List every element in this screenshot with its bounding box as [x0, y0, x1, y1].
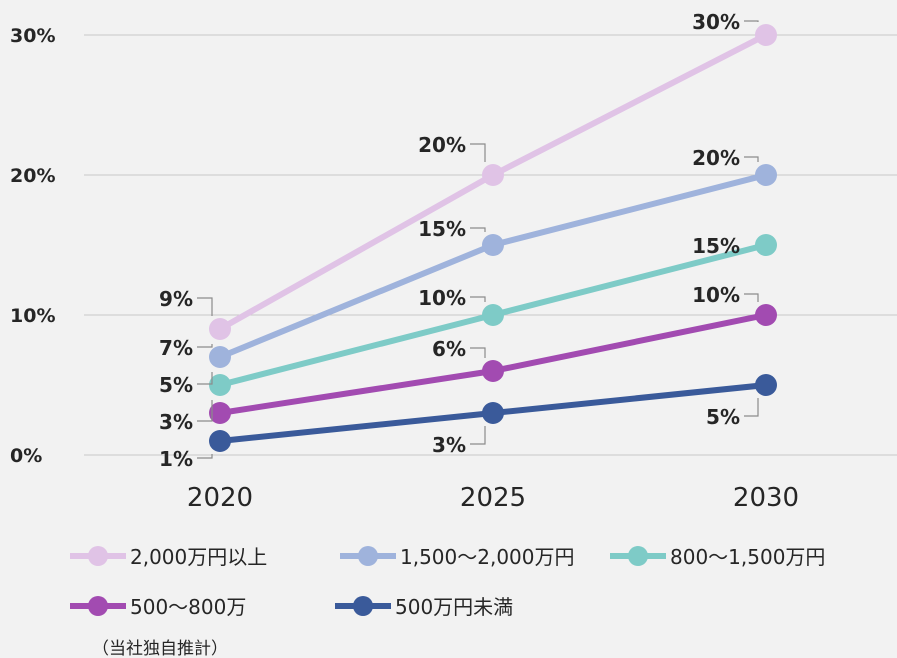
leader-line [197, 400, 213, 422]
data-label: 3% [432, 433, 466, 457]
data-point [209, 402, 231, 424]
legend-swatch-marker [88, 596, 108, 616]
data-point [755, 374, 777, 396]
leader-line [470, 347, 486, 358]
y-tick-label: 30% [10, 25, 55, 47]
legend-label: 500万円未満 [395, 595, 513, 619]
leader-line [744, 20, 759, 22]
data-point [482, 234, 504, 256]
leader-line [197, 372, 213, 385]
legend-swatch-marker [358, 546, 378, 566]
data-point [755, 24, 777, 46]
leader-line [470, 143, 486, 162]
data-label: 20% [418, 133, 466, 157]
data-label: 15% [418, 217, 466, 241]
data-label: 3% [159, 410, 193, 434]
legend-label: 500～800万 [130, 595, 246, 619]
data-point [755, 304, 777, 326]
data-label: 1% [159, 447, 193, 471]
data-label: 30% [692, 10, 740, 34]
data-point [482, 164, 504, 186]
leader-line [197, 454, 213, 459]
leader-line [470, 227, 486, 232]
leader-line [470, 296, 486, 302]
source-note: （当社独自推計） [92, 639, 228, 658]
data-point [482, 304, 504, 326]
legend-label: 800～1,500万円 [670, 545, 825, 569]
leader-line [197, 344, 213, 348]
data-label: 10% [692, 283, 740, 307]
data-label: 15% [692, 234, 740, 258]
legend-swatch-marker [353, 596, 373, 616]
data-point [209, 318, 231, 340]
data-point [482, 402, 504, 424]
legend-label: 2,000万円以上 [130, 545, 267, 569]
data-point [209, 430, 231, 452]
data-point [755, 164, 777, 186]
data-point [482, 360, 504, 382]
leader-line [744, 156, 759, 162]
legend-label: 1,500～2,000万円 [400, 545, 575, 569]
data-label: 10% [418, 286, 466, 310]
x-tick-label: 2020 [187, 483, 253, 513]
leader-line [197, 297, 213, 316]
leader-line [470, 426, 486, 445]
y-tick-label: 10% [10, 305, 55, 327]
legend-swatch-marker [628, 546, 648, 566]
y-tick-label: 0% [10, 445, 42, 467]
leader-line [744, 398, 759, 417]
data-point [755, 234, 777, 256]
data-label: 9% [159, 287, 193, 311]
data-label: 7% [159, 336, 193, 360]
data-point [209, 346, 231, 368]
x-tick-label: 2030 [733, 483, 799, 513]
leader-line [744, 293, 759, 302]
data-label: 5% [706, 405, 740, 429]
data-label: 5% [159, 373, 193, 397]
data-label: 6% [432, 337, 466, 361]
data-label: 20% [692, 146, 740, 170]
y-tick-label: 20% [10, 165, 55, 187]
legend-swatch-marker [88, 546, 108, 566]
x-tick-label: 2025 [460, 483, 526, 513]
data-point [209, 374, 231, 396]
